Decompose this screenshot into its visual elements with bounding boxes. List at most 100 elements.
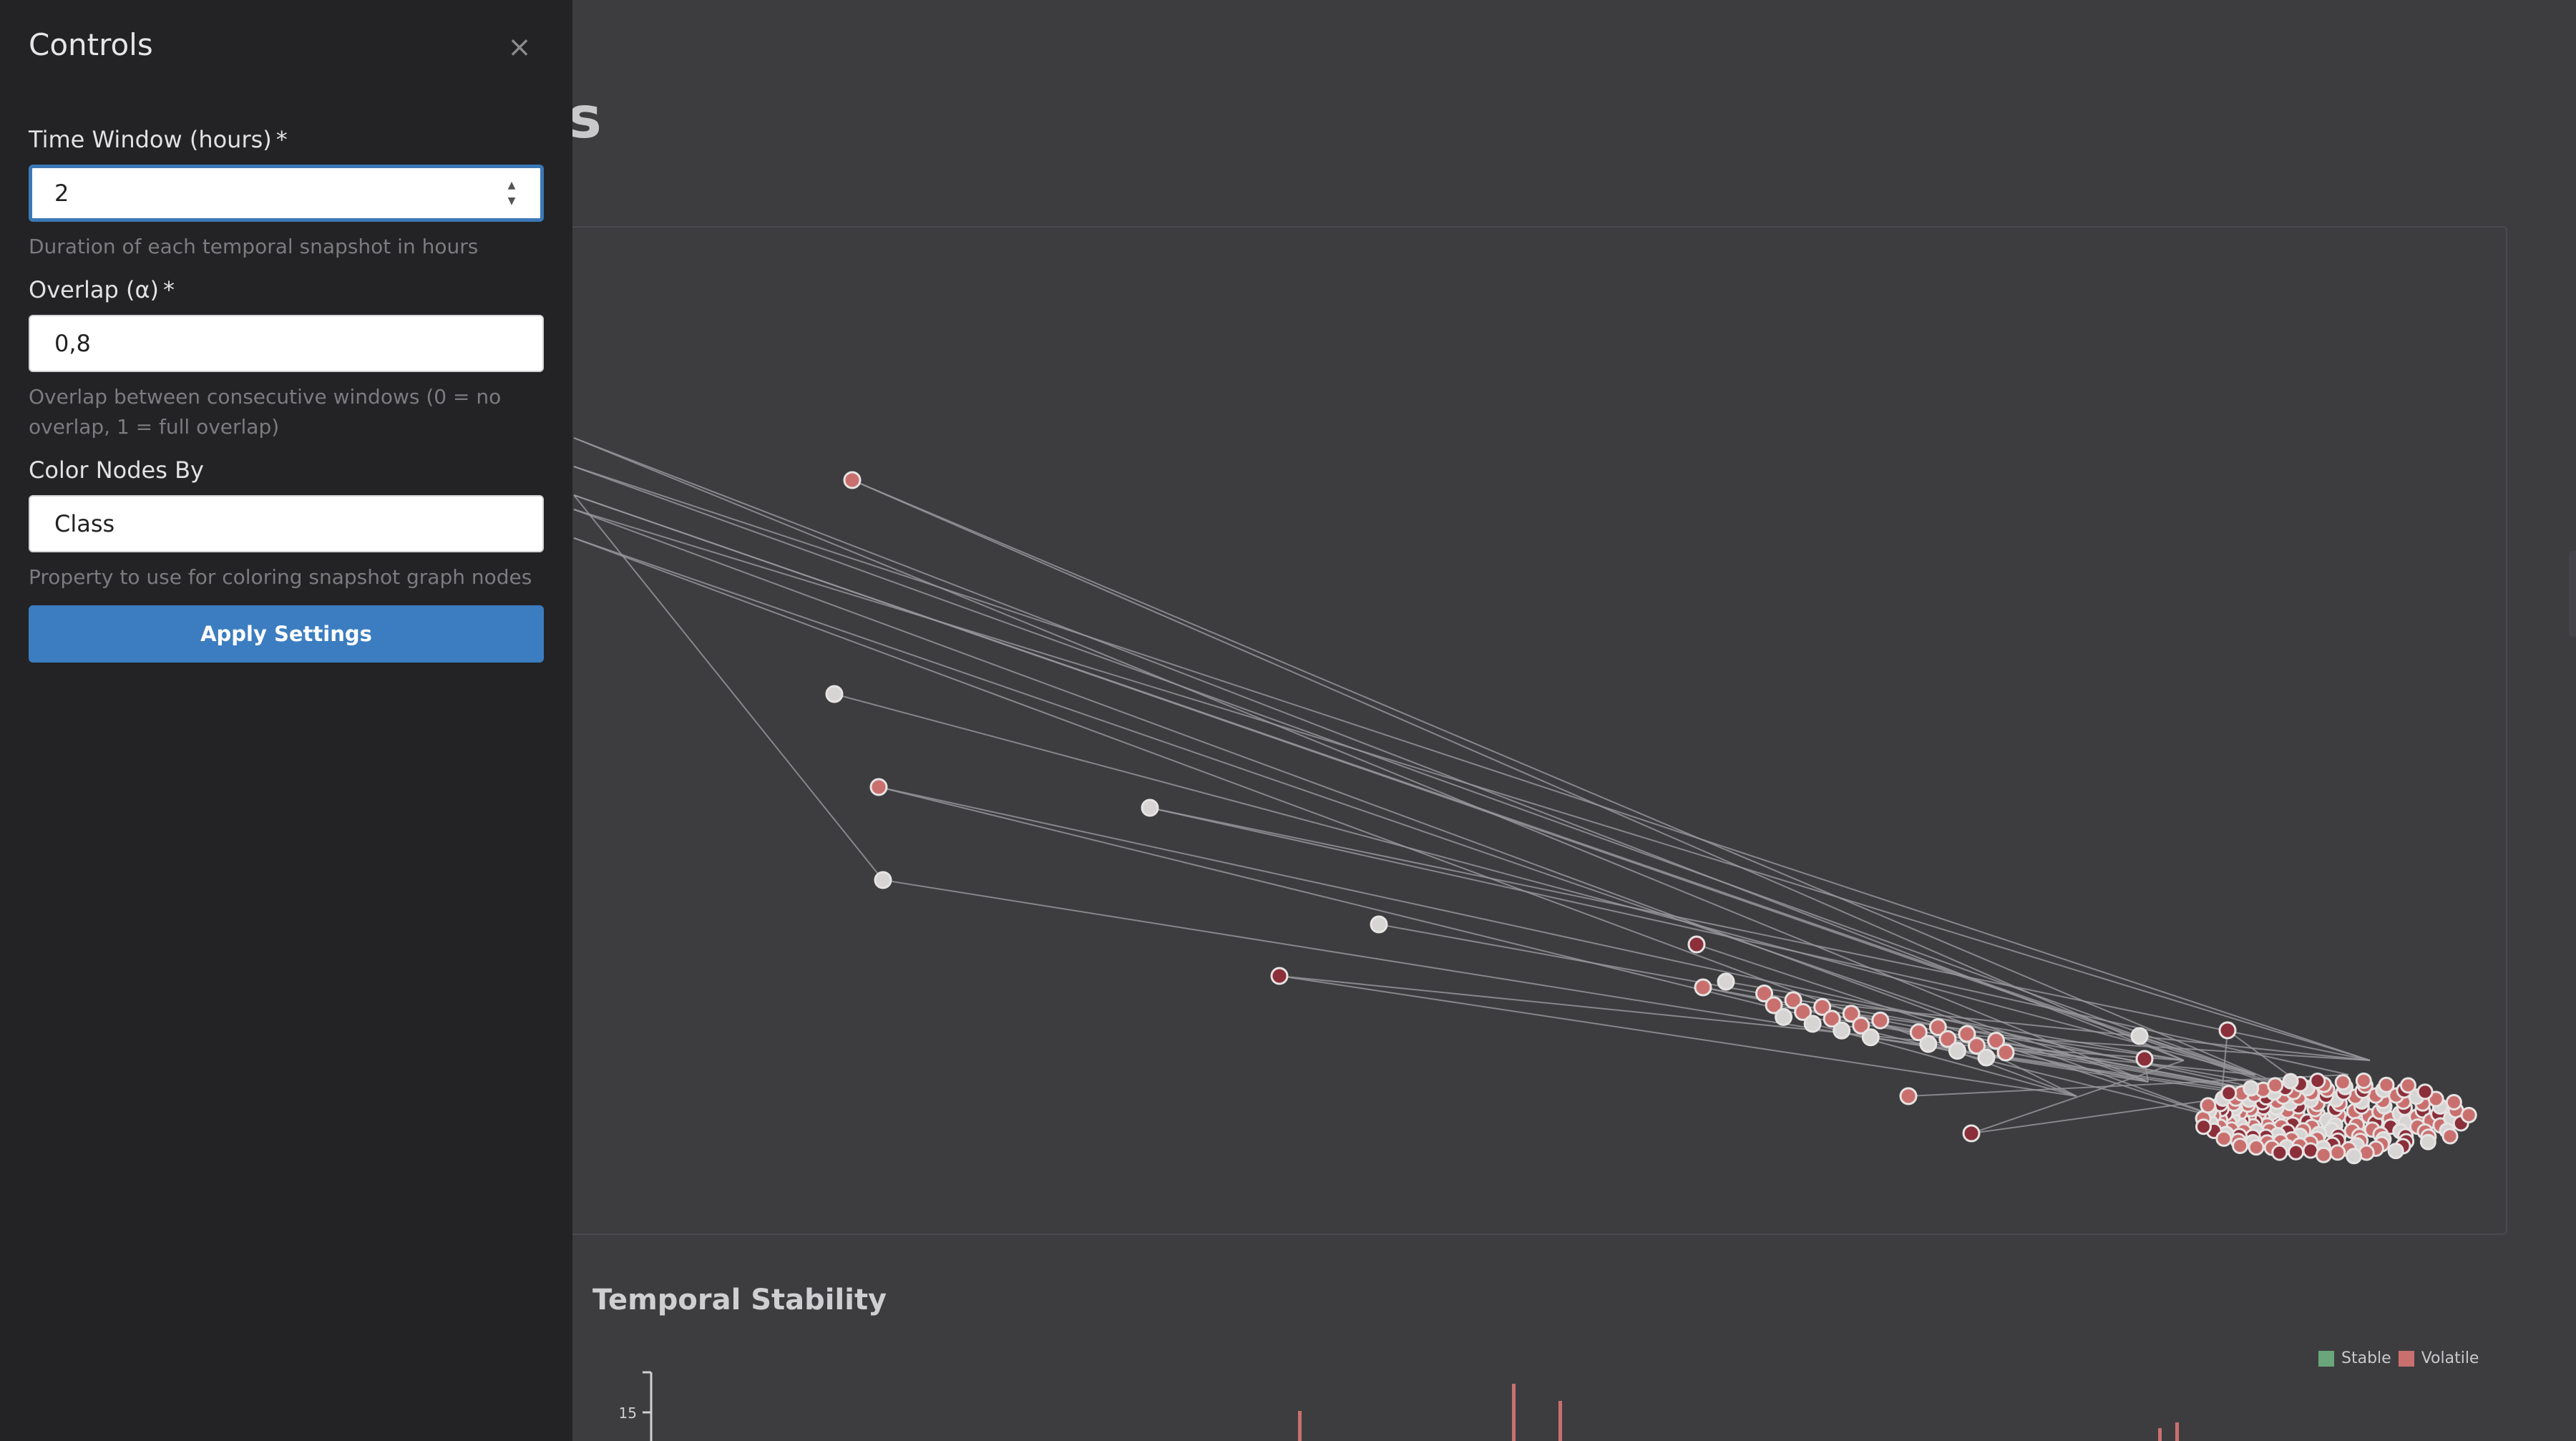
color-by-input[interactable] (29, 495, 544, 552)
graph-node[interactable] (1717, 972, 1735, 991)
graph-node[interactable] (1270, 967, 1289, 985)
graph-node[interactable] (2220, 1085, 2238, 1102)
graph-node[interactable] (2441, 1128, 2459, 1145)
y-tick-label-15: 15 (619, 1405, 637, 1422)
bar-volatile (2175, 1422, 2179, 1441)
graph-node[interactable] (2232, 1138, 2249, 1155)
graph-node[interactable] (843, 471, 862, 489)
graph-node[interactable] (2271, 1144, 2288, 1161)
graph-node[interactable] (2135, 1050, 2154, 1068)
graph-node[interactable] (1823, 1010, 1841, 1028)
graph-node[interactable] (1871, 1011, 1890, 1030)
scroll-handle[interactable] (2569, 551, 2576, 637)
graph-node[interactable] (1784, 991, 1802, 1010)
time-window-label: Time Window (hours) * (29, 126, 544, 153)
graph-node[interactable] (2329, 1144, 2346, 1161)
overlap-hint: Overlap between consecutive windows (0 =… (29, 385, 502, 439)
graph-node[interactable] (2195, 1118, 2212, 1135)
graph-node[interactable] (1794, 1002, 1813, 1021)
color-by-label: Color Nodes By (29, 456, 204, 484)
graph-node[interactable] (1861, 1028, 1880, 1047)
graph-node[interactable] (2378, 1076, 2395, 1093)
graph-node[interactable] (1962, 1124, 1981, 1143)
overlap-label-text: Overlap (α) (29, 276, 160, 303)
graph-node[interactable] (2445, 1094, 2462, 1111)
graph-node[interactable] (1842, 1005, 1860, 1023)
graph-node[interactable] (2460, 1107, 2477, 1124)
required-mark: * (275, 126, 288, 153)
time-window-input[interactable] (29, 165, 544, 222)
graph-node[interactable] (2267, 1077, 2284, 1094)
graph-node[interactable] (1938, 1030, 1957, 1048)
legend-swatch-volatile (2398, 1350, 2414, 1367)
graph-node[interactable] (1852, 1016, 1870, 1035)
graph-node[interactable] (2243, 1080, 2260, 1097)
graph-node[interactable] (1755, 984, 1774, 1002)
graph-edge (573, 437, 2185, 1061)
graph-edge (573, 466, 2256, 1075)
graph-node[interactable] (2309, 1073, 2326, 1090)
snapshot-graph-panel[interactable] (544, 226, 2507, 1235)
graph-node[interactable] (825, 685, 844, 703)
graph-node[interactable] (2346, 1148, 2363, 1165)
graph-edge (573, 466, 2371, 1061)
graph-node[interactable] (1967, 1037, 1986, 1055)
temporal-stability-chart: 15 (619, 1371, 2179, 1441)
legend-swatch-stable (2318, 1350, 2334, 1367)
graph-node[interactable] (1977, 1048, 1996, 1067)
graph-node[interactable] (1765, 996, 1783, 1015)
graph-node[interactable] (1141, 798, 1159, 817)
graph-node[interactable] (1803, 1015, 1822, 1033)
graph-edge (573, 437, 2149, 1083)
time-window-input-wrap: ▲ ▼ (29, 165, 544, 222)
graph-node[interactable] (1986, 1032, 2005, 1050)
graph-node[interactable] (1370, 915, 1388, 934)
stepper-up-icon[interactable]: ▲ (507, 180, 516, 191)
graph-edge (1812, 1022, 2077, 1097)
graph-node[interactable] (869, 778, 888, 796)
overlap-input[interactable] (29, 315, 544, 372)
graph-node[interactable] (2282, 1073, 2299, 1090)
graph-node[interactable] (2355, 1073, 2372, 1090)
graph-edge (2139, 1035, 2256, 1075)
bar-volatile (1512, 1384, 1516, 1441)
graph-node[interactable] (1694, 978, 1712, 997)
graph-node[interactable] (2288, 1143, 2305, 1161)
legend-label-volatile: Volatile (2421, 1349, 2479, 1367)
graph-node[interactable] (2215, 1130, 2233, 1147)
snapshot-graph[interactable] (545, 228, 2506, 1234)
graph-node[interactable] (2419, 1133, 2436, 1151)
graph-edge (1149, 807, 2371, 1061)
legend-label-stable: Stable (2341, 1349, 2391, 1367)
graph-node[interactable] (1919, 1035, 1938, 1053)
graph-node[interactable] (1899, 1087, 1918, 1105)
graph-node[interactable] (1948, 1042, 1966, 1060)
graph-node[interactable] (1833, 1021, 1851, 1040)
stepper-down-icon[interactable]: ▼ (507, 195, 516, 207)
graph-node[interactable] (2218, 1021, 2237, 1040)
graph-node[interactable] (1813, 997, 1832, 1016)
graph-node[interactable] (1996, 1043, 2015, 1062)
graph-node[interactable] (2130, 1027, 2149, 1045)
bar-volatile (2158, 1428, 2162, 1441)
graph-node[interactable] (1928, 1018, 1947, 1037)
graph-node[interactable] (874, 871, 892, 889)
graph-node[interactable] (1958, 1025, 1976, 1043)
number-stepper[interactable]: ▲ ▼ (505, 180, 518, 206)
graph-edge (1851, 1012, 2185, 1061)
close-icon[interactable]: × (507, 31, 532, 64)
graph-node[interactable] (2334, 1074, 2351, 1091)
graph-node[interactable] (2416, 1083, 2434, 1100)
graph-edge (834, 693, 2256, 1075)
graph-node[interactable] (2399, 1077, 2416, 1094)
bar-volatile (1298, 1411, 1302, 1441)
graph-node[interactable] (2387, 1143, 2404, 1160)
apply-settings-button[interactable]: Apply Settings (29, 605, 544, 663)
graph-node[interactable] (2248, 1139, 2265, 1156)
graph-node[interactable] (2200, 1097, 2217, 1114)
graph-node[interactable] (1909, 1023, 1928, 1042)
graph-node[interactable] (1775, 1007, 1793, 1026)
graph-node[interactable] (1687, 935, 1706, 954)
graph-node[interactable] (2315, 1146, 2332, 1163)
graph-edge (1971, 1060, 2185, 1134)
